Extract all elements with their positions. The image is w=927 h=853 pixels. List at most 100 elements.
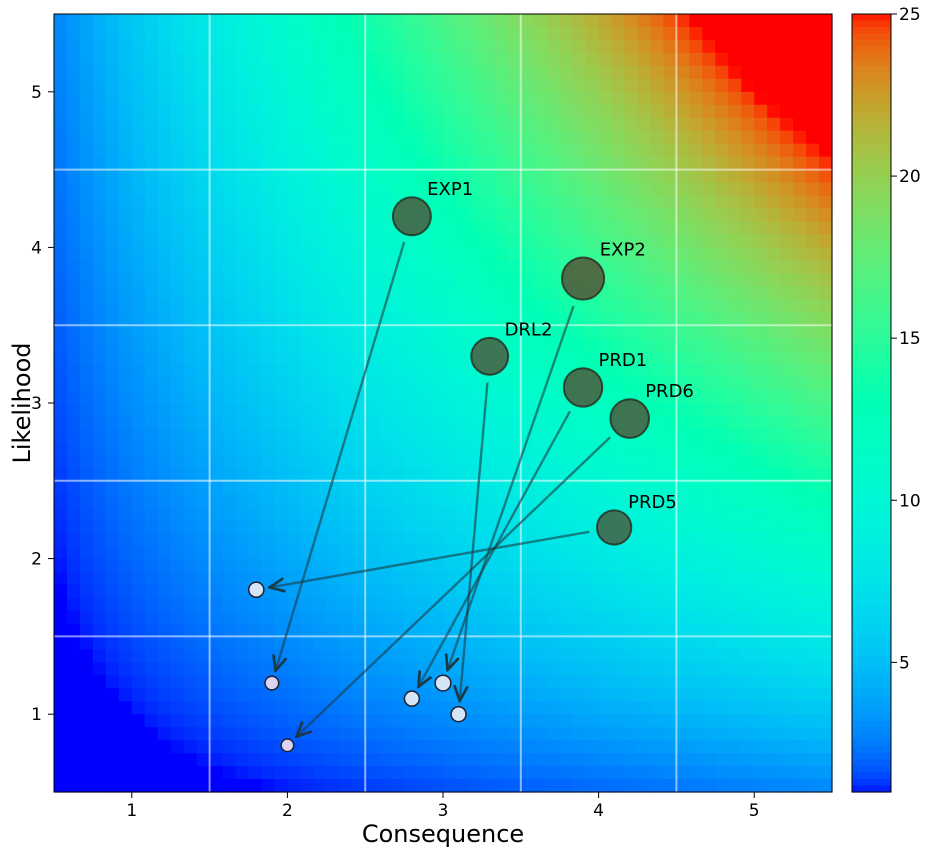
heatmap-cell [339, 610, 353, 625]
heatmap-cell [741, 338, 755, 352]
heatmap-cell [767, 65, 781, 80]
heatmap-cell [611, 636, 626, 650]
heatmap-cell [391, 39, 405, 54]
heatmap-cell [222, 480, 237, 495]
heatmap-cell [806, 467, 820, 482]
heatmap-cell [494, 753, 509, 767]
heatmap-cell [559, 506, 574, 521]
heatmap-cell [300, 91, 314, 106]
heatmap-cell [585, 182, 600, 197]
heatmap-cell [378, 78, 392, 93]
heatmap-cell [468, 78, 483, 93]
heatmap-cell [624, 182, 639, 197]
heatmap-cell [79, 545, 94, 560]
heatmap-cell [507, 675, 522, 689]
heatmap-cell [235, 338, 250, 352]
heatmap-cell [235, 649, 250, 663]
heatmap-cell [378, 260, 392, 274]
heatmap-cell [105, 286, 120, 300]
heatmap-cell [170, 571, 185, 586]
heatmap-cell [378, 234, 392, 248]
heatmap-cell [793, 364, 807, 378]
heatmap-cell [430, 338, 444, 352]
heatmap-cell [430, 610, 444, 625]
heatmap-cell [378, 779, 392, 793]
heatmap-cell [676, 740, 690, 754]
heatmap-cell [806, 195, 820, 210]
heatmap-cell [585, 78, 600, 93]
heatmap-cell [378, 338, 392, 352]
heatmap-cell [767, 208, 781, 223]
heatmap-cell [92, 390, 107, 404]
heatmap-cell [235, 740, 250, 754]
heatmap-cell [235, 441, 250, 456]
colorbar-segment [852, 714, 891, 722]
heatmap-cell [417, 26, 431, 41]
heatmap-cell [754, 623, 768, 637]
heatmap-cell [702, 390, 716, 404]
heatmap-cell [533, 299, 548, 313]
heatmap-cell [196, 675, 211, 689]
colorbar-segment [852, 338, 891, 346]
heatmap-cell [507, 623, 522, 637]
heatmap-cell [793, 182, 807, 197]
heatmap-cell [365, 649, 379, 663]
heatmap-cell [728, 571, 742, 586]
heatmap-cell [105, 766, 120, 780]
heatmap-cell [455, 14, 470, 28]
heatmap-cell [715, 649, 729, 663]
heatmap-cell [702, 52, 716, 67]
heatmap-cell [339, 727, 353, 741]
heatmap-cell [637, 545, 652, 560]
heatmap-cell [533, 247, 548, 261]
heatmap-cell [430, 143, 444, 158]
heatmap-cell [494, 454, 509, 469]
heatmap-cell [417, 766, 431, 780]
heatmap-cell [235, 104, 250, 119]
heatmap-cell [391, 519, 405, 534]
heatmap-cell [170, 727, 185, 741]
heatmap-cell [481, 753, 496, 767]
heatmap-cell [715, 234, 729, 248]
heatmap-cell [54, 571, 68, 586]
heatmap-cell [339, 325, 353, 339]
heatmap-cell [131, 260, 146, 274]
heatmap-cell [261, 623, 276, 637]
heatmap-cell [702, 532, 716, 547]
heatmap-cell [157, 740, 172, 754]
heatmap-cell [274, 273, 288, 287]
heatmap-cell [105, 545, 120, 560]
heatmap-cell [793, 545, 807, 560]
heatmap-cell [339, 169, 353, 184]
heatmap-cell [650, 467, 665, 482]
heatmap-cell [235, 584, 250, 599]
heatmap-cell [806, 338, 820, 352]
heatmap-cell [585, 312, 600, 326]
heatmap-cell [676, 52, 690, 67]
heatmap-cell [494, 571, 509, 586]
heatmap-cell [637, 649, 652, 663]
heatmap-cell [131, 104, 146, 119]
heatmap-cell [365, 675, 379, 689]
y-tick-label: 1 [31, 705, 42, 725]
heatmap-cell [157, 39, 172, 54]
heatmap-cell [105, 65, 120, 80]
heatmap-cell [196, 779, 211, 793]
heatmap-cell [54, 182, 68, 197]
colorbar-segment [852, 649, 891, 657]
heatmap-cell [546, 299, 561, 313]
heatmap-cell [728, 662, 742, 676]
heatmap-cell [339, 104, 353, 119]
heatmap-cell [520, 182, 535, 197]
heatmap-cell [715, 78, 729, 93]
heatmap-cell [507, 428, 522, 443]
heatmap-cell [443, 493, 457, 508]
heatmap-cell [274, 299, 288, 313]
heatmap-cell [300, 130, 314, 145]
heatmap-cell [507, 39, 522, 54]
heatmap-cell [66, 143, 81, 158]
heatmap-cell [131, 623, 146, 637]
colorbar-segment [852, 150, 891, 158]
heatmap-cell [365, 740, 379, 754]
